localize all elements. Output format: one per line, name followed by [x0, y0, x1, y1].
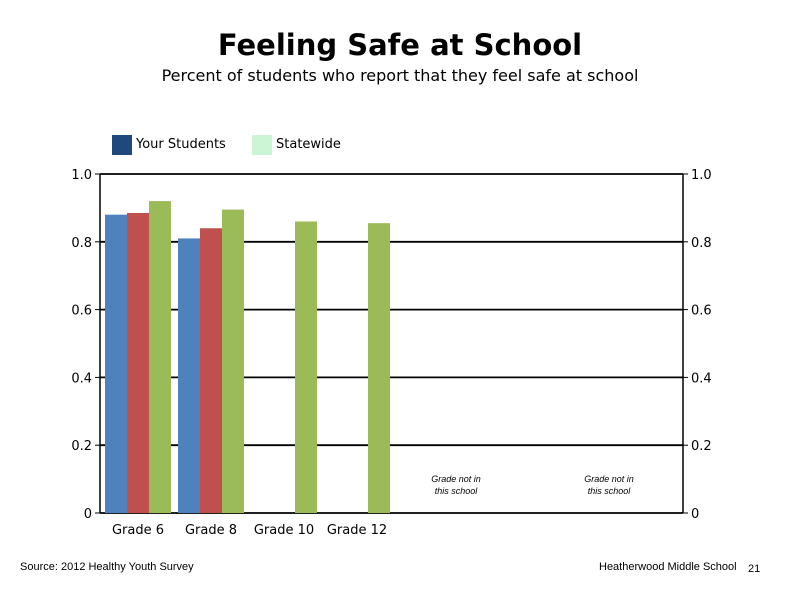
bar: [295, 221, 317, 513]
y-tick-label-right: 0.4: [691, 371, 712, 386]
x-category-label: Grade 8: [185, 523, 237, 538]
chart-subtitle: Percent of students who report that they…: [161, 66, 639, 85]
annotation-line: Grade not in: [431, 474, 481, 484]
bar: [222, 209, 244, 513]
bar: [178, 238, 200, 513]
y-tick-label-right: 1.0: [691, 168, 712, 183]
y-tick-label-left: 0.8: [71, 236, 92, 251]
annotation-line: this school: [588, 486, 632, 496]
y-tick-label-left: 1.0: [71, 168, 92, 183]
bar: [149, 201, 171, 513]
y-tick-label-left: 0: [84, 507, 92, 522]
x-category-label: Grade 12: [327, 523, 387, 538]
y-tick-label-left: 0.4: [71, 371, 92, 386]
axes: [99, 174, 684, 513]
y-tick-label-left: 0.2: [71, 439, 92, 454]
y-tick-label-right: 0.8: [691, 236, 712, 251]
annotation-line: this school: [435, 486, 479, 496]
category-labels: Grade 6 Grade 8 Grade 10 Grade 12: [112, 523, 387, 538]
bars: [105, 201, 390, 514]
annotation-line: Grade not in: [584, 474, 634, 484]
bar: [105, 214, 127, 513]
chart-title: Feeling Safe at School: [217, 28, 583, 62]
y-tick-label-right: 0.6: [691, 304, 712, 319]
legend-label-your-students: Your Students: [136, 137, 226, 152]
tick-labels: 0 0 0.2 0.2 0.4 0.4 0.6 0.6 0.8 0.8 1.0 1.0: [71, 168, 711, 522]
y-tick-label-right: 0.2: [691, 439, 712, 454]
y-tick-label-right: 0: [691, 507, 699, 522]
y-tick-label-left: 0.6: [71, 304, 92, 319]
legend-label-statewide: Statewide: [276, 137, 341, 152]
bar: [127, 212, 149, 514]
footer-source: Source: 2012 Healthy Youth Survey: [20, 561, 194, 573]
legend-swatch-your-students: [112, 135, 132, 155]
x-category-label: Grade 10: [254, 523, 314, 538]
x-category-label: Grade 6: [112, 523, 164, 538]
footer-school: Heatherwood Middle School: [599, 561, 737, 573]
legend-swatch-statewide: [252, 135, 272, 155]
page-number: 21: [748, 563, 761, 575]
bar: [368, 223, 390, 513]
annotations: Grade not in this school Grade not in this …: [431, 474, 634, 496]
bar: [200, 228, 222, 514]
